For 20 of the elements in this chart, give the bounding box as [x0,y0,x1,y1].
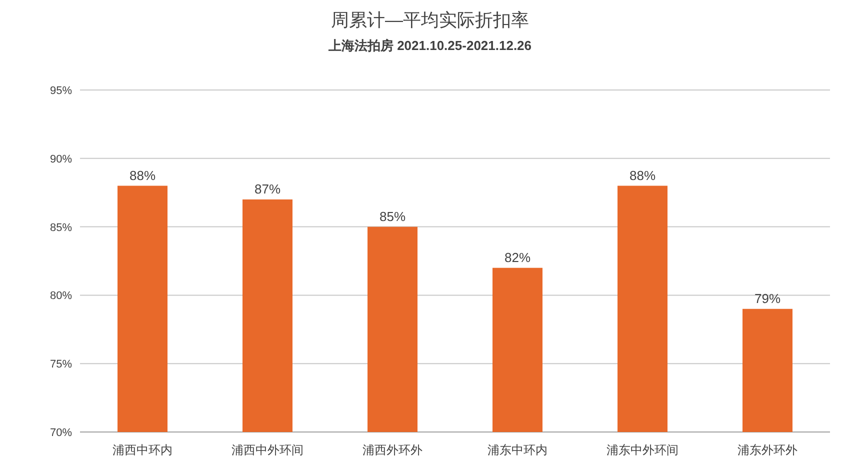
x-tick-label: 浦东外环外 [738,443,798,457]
chart-title: 周累计—平均实际折扣率 [331,10,529,30]
data-label: 82% [504,250,531,265]
y-tick-label: 80% [50,290,72,302]
y-tick-label: 70% [50,427,72,439]
x-tick-label: 浦西中环内 [112,443,172,457]
data-label: 87% [254,181,281,196]
y-tick-label: 75% [50,358,72,371]
x-tick-label: 浦东中环内 [488,443,548,457]
x-tick-label: 浦西外环外 [362,443,422,457]
y-tick-label: 90% [50,153,72,166]
data-label: 88% [629,168,656,183]
data-label: 88% [129,168,156,183]
y-tick-label: 85% [50,222,72,234]
x-tick-label: 浦东中外环间 [606,443,678,457]
data-label: 79% [754,290,781,306]
data-label: 85% [379,208,406,224]
chart-subtitle: 上海法拍房 2021.10.25-2021.12.26 [327,38,532,53]
y-tick-label: 95% [50,85,72,97]
x-tick-label: 浦西中外环间 [232,443,304,457]
